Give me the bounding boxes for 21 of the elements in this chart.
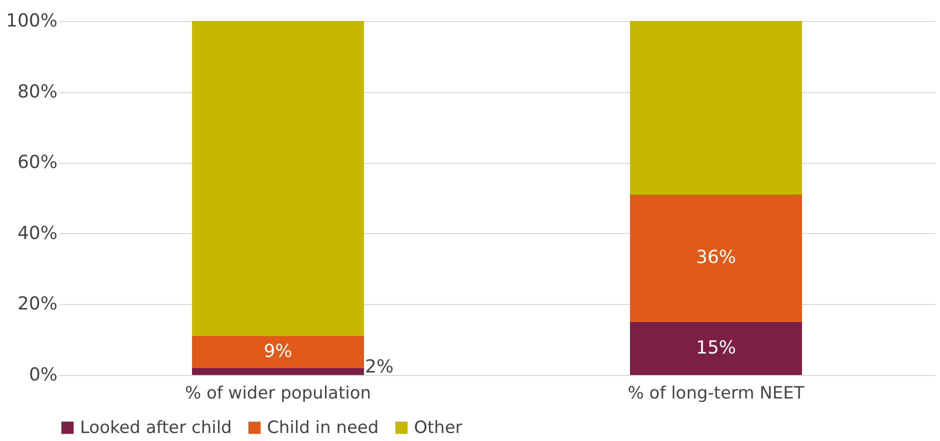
y-tick-label: 40% (17, 222, 58, 244)
bar (630, 322, 802, 375)
y-tick-label: 80% (17, 81, 58, 102)
x-tick-label: % of long-term NEET (628, 384, 805, 404)
y-tick-label: 20% (17, 294, 58, 315)
x-tick-label: % of wider population (184, 384, 372, 404)
legend-label: Looked after child (80, 418, 232, 438)
data-label: 15% (696, 337, 736, 358)
data-label: 2% (365, 356, 394, 378)
bar (630, 194, 802, 322)
data-label: 9% (264, 340, 292, 362)
y-tick-label: 100% (6, 10, 58, 32)
bar (192, 368, 364, 375)
y-tick-label: 0% (28, 364, 58, 386)
bar (630, 21, 802, 194)
y-tick-label: 60% (17, 152, 58, 174)
legend-label: Other (414, 418, 462, 438)
bar (192, 336, 364, 368)
data-label: 36% (696, 247, 736, 268)
legend-label: Child in need (267, 418, 379, 438)
bar (192, 21, 364, 336)
